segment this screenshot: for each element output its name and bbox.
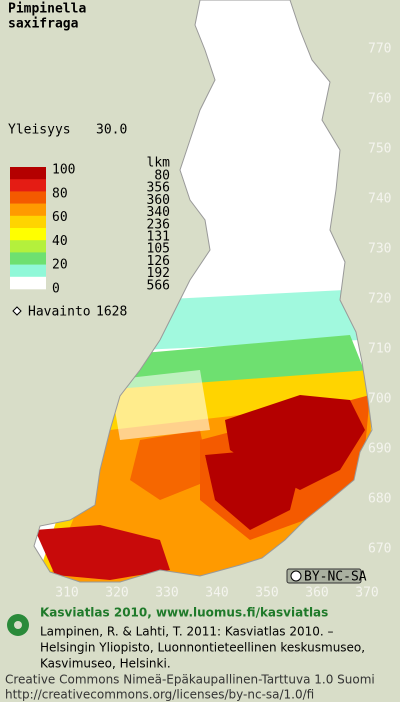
legend-band: [10, 179, 46, 192]
easting-label: 340: [205, 586, 228, 601]
legend-count: 236: [147, 217, 170, 232]
legend-scale-label: 40: [52, 234, 68, 249]
cc-icon: [290, 570, 302, 582]
northing-label: 770: [368, 42, 391, 57]
legend-band: [10, 215, 46, 229]
observation-label: Havainto: [28, 305, 91, 320]
legend-band: [10, 203, 46, 217]
easting-label: 360: [305, 586, 328, 601]
legend-band: [10, 167, 46, 180]
northing-label: 750: [368, 142, 391, 157]
legend-count: 192: [147, 266, 170, 281]
footer-heading: Kasviatlas 2010, www.luomus.fi/kasviatla…: [40, 606, 328, 620]
easting-label: 310: [55, 586, 78, 601]
citation-line: Helsingin Yliopisto, Luonnontieteellinen…: [40, 641, 365, 655]
observation-icon: [12, 306, 22, 316]
legend-scale-label: 100: [52, 163, 75, 178]
species-genus: Pimpinella: [8, 2, 86, 17]
license-line: Creative Commons Nimeä-Epäkaupallinen-Ta…: [5, 673, 375, 687]
logo-center: [14, 621, 22, 629]
easting-label: 320: [105, 586, 128, 601]
legend-band: [10, 252, 46, 265]
easting-label: 330: [155, 586, 178, 601]
legend-band: [10, 264, 46, 278]
logo: [7, 614, 29, 636]
legend-count: 126: [147, 254, 170, 269]
occurrence-zone: [130, 430, 210, 500]
species-epithet: saxifraga: [8, 17, 79, 32]
northing-label: 680: [368, 492, 391, 507]
citation-line: Kasvimuseo, Helsinki.: [40, 657, 171, 671]
occurrence-zone: [35, 525, 170, 580]
legend-scale-label: 60: [52, 210, 68, 225]
legend-band: [10, 191, 46, 204]
frequency-value: 30.0: [96, 123, 127, 138]
northing-label: 710: [368, 342, 391, 357]
easting-label: 350: [255, 586, 278, 601]
northing-label: 740: [368, 192, 391, 207]
legend-count: 340: [147, 205, 170, 220]
legend-count: 566: [147, 278, 170, 293]
easting-label: 370: [355, 586, 378, 601]
legend-band: [10, 228, 46, 241]
northing-label: 690: [368, 442, 391, 457]
northing-label: 760: [368, 92, 391, 107]
count-header: lkm: [147, 156, 171, 171]
legend-band: [10, 240, 46, 253]
northing-label: 720: [368, 292, 391, 307]
occurrence-zone: [140, 290, 360, 350]
legend-band: [10, 276, 46, 290]
citation-line: Lampinen, R. & Lahti, T. 2011: Kasviatla…: [40, 625, 334, 639]
northing-label: 670: [368, 542, 391, 557]
license-badge-text: BY-NC-SA: [304, 570, 367, 585]
legend-scale-label: 80: [52, 186, 68, 201]
license-badge: [286, 568, 362, 584]
legend-count: 360: [147, 193, 170, 208]
legend-count: 80: [154, 169, 170, 184]
northing-label: 730: [368, 242, 391, 257]
sparse-zone: [110, 370, 210, 440]
legend-scale-label: 0: [52, 282, 60, 297]
frequency-label: Yleisyys: [8, 123, 71, 138]
northing-label: 700: [368, 392, 391, 407]
legend-count: 356: [147, 181, 170, 196]
coastline: [33, 0, 373, 583]
legend-count: 105: [147, 242, 170, 257]
legend-scale-label: 20: [52, 258, 68, 273]
observation-count: 1628: [96, 305, 127, 320]
legend-count: 131: [147, 230, 170, 245]
occurrence-zone: [205, 450, 300, 530]
license-line: http://creativecommons.org/licenses/by-n…: [5, 688, 314, 702]
